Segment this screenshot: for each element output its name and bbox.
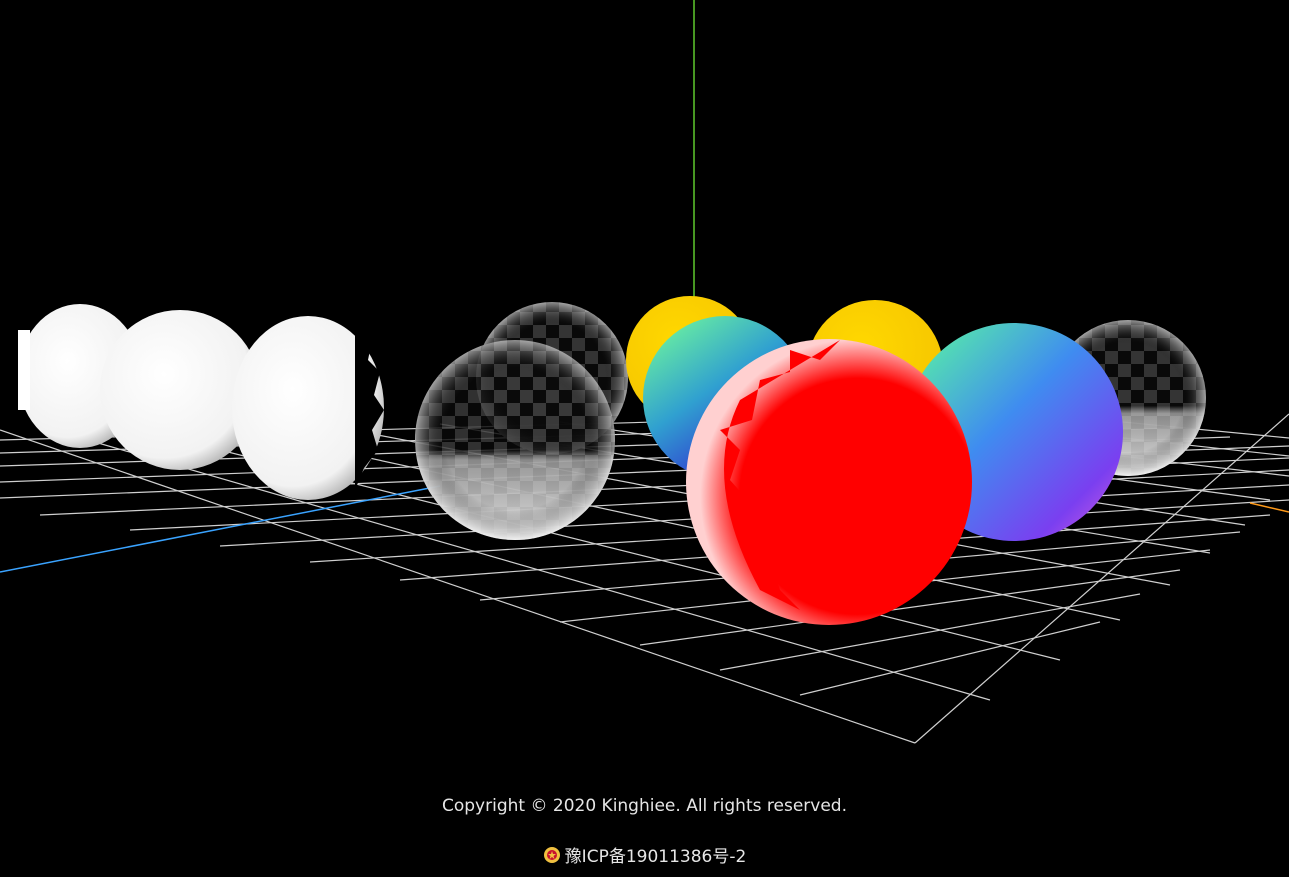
x-axis-line: [1249, 502, 1289, 513]
icp-link[interactable]: 豫ICP备19011386号-2: [543, 847, 747, 867]
white-sphere-3[interactable]: [232, 316, 384, 500]
icp-record: 豫ICP备19011386号-2: [0, 842, 1289, 867]
red-sphere[interactable]: [686, 339, 972, 625]
police-emblem-icon: [543, 847, 560, 863]
copyright-text: Copyright © 2020 Kinghiee. All rights re…: [442, 796, 847, 816]
z-axis-line: [0, 485, 441, 573]
white-sphere-2[interactable]: [100, 310, 260, 470]
icp-text: 豫ICP备19011386号-2: [564, 847, 747, 867]
glass-sphere-front[interactable]: [415, 340, 615, 540]
